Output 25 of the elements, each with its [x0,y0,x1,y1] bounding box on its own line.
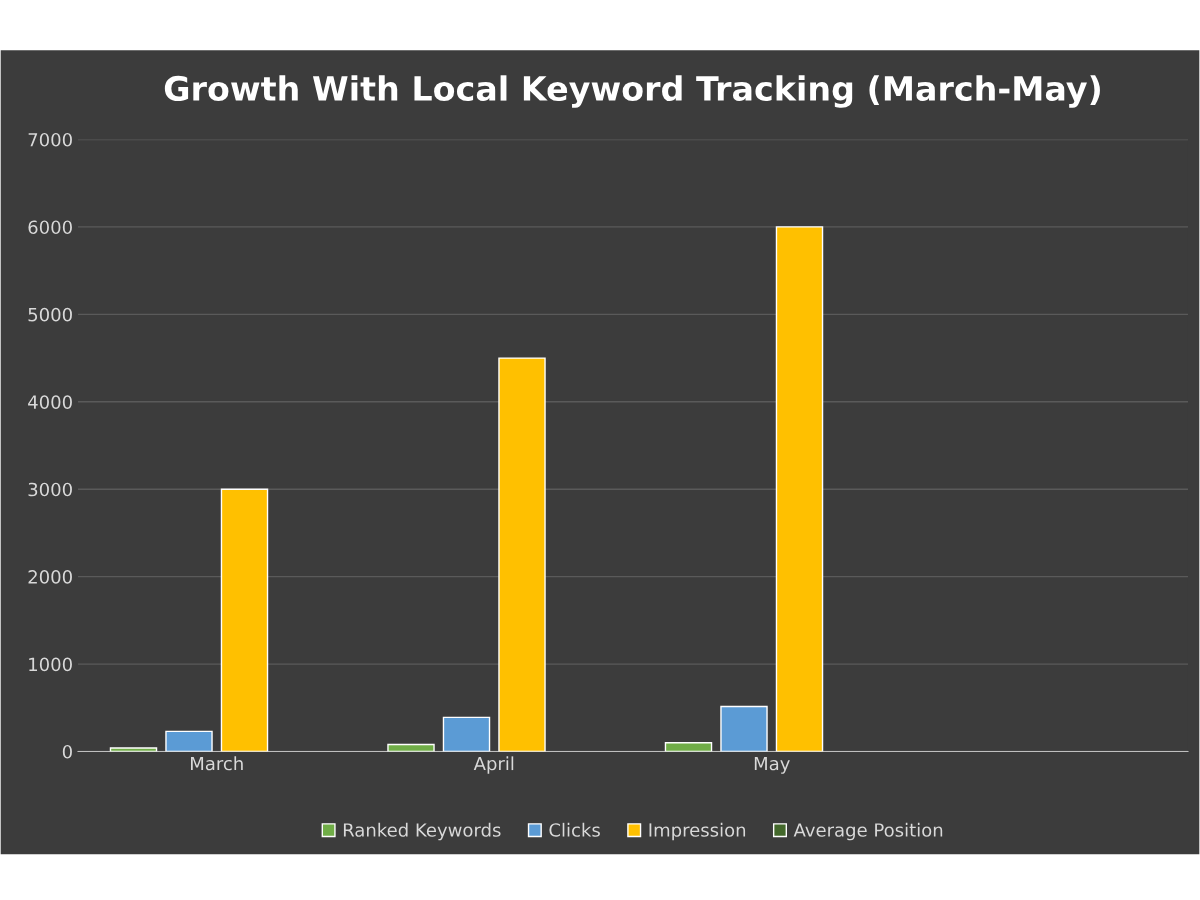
y-tick-label: 7000 [28,132,72,147]
bar [442,716,491,752]
bar [109,747,158,752]
bar [220,488,269,752]
bar [387,743,435,752]
bar [165,730,213,752]
y-tick-label: 2000 [28,570,72,584]
y-tick-label: 4000 [28,395,72,409]
bar [664,742,713,752]
bar [498,357,546,752]
x-tick-label: April [473,756,514,774]
bar [720,705,768,752]
y-tick-label: 0 [62,744,72,759]
legend-label: Clicks [549,822,600,837]
y-tick-label: 3000 [28,482,72,497]
legend-label: Ranked Keywords [343,822,501,841]
legend-label: Impression [649,822,746,841]
y-tick-label: 1000 [29,657,72,672]
chart-title: Growth With Local Keyword Tracking (March-May) [164,75,1100,108]
legend-label: Average Position [793,822,943,841]
bar [775,226,824,752]
x-tick-label: May [754,756,790,774]
y-tick-label: 5000 [28,307,72,322]
x-tick-label: March [191,756,243,771]
y-tick-label: 6000 [28,220,72,235]
